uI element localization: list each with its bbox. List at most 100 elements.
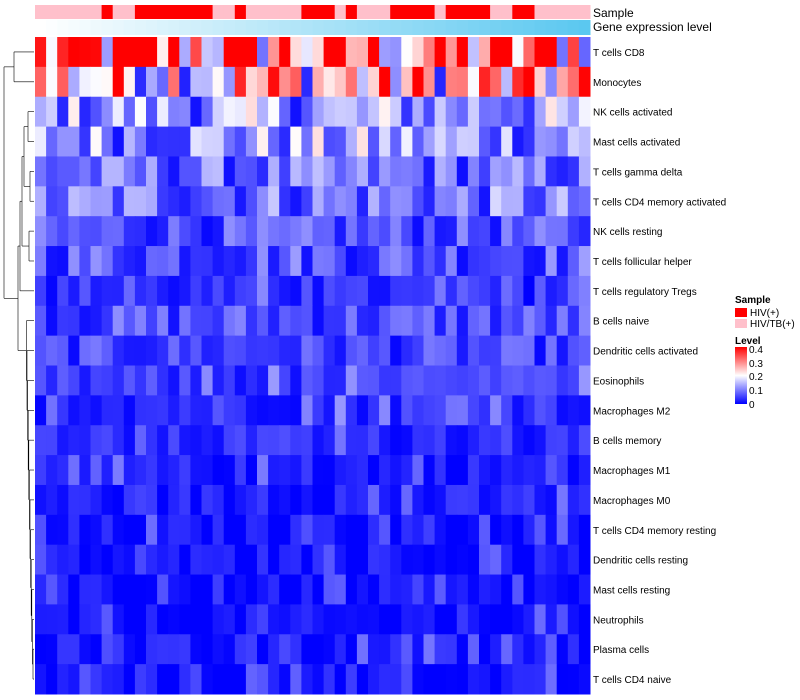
heatmap-cell bbox=[79, 37, 91, 68]
heatmap-cell bbox=[479, 37, 491, 68]
heatmap-cell bbox=[90, 514, 103, 546]
heatmap-cell bbox=[578, 156, 591, 187]
heatmap-cell bbox=[168, 664, 180, 695]
heatmap-cell bbox=[479, 335, 491, 366]
heatmap-cell bbox=[334, 37, 347, 68]
heatmap-cell bbox=[257, 604, 269, 635]
heatmap-cell bbox=[379, 216, 391, 247]
gene-annotation-cell bbox=[412, 20, 424, 35]
sample-annotation-cell bbox=[101, 5, 114, 19]
heatmap-cell bbox=[479, 275, 491, 307]
heatmap-cell bbox=[412, 425, 424, 456]
heatmap-cell bbox=[401, 544, 413, 576]
heatmap-cell bbox=[68, 66, 80, 98]
heatmap-cell bbox=[445, 126, 458, 157]
heatmap-cell bbox=[523, 484, 535, 516]
heatmap-cell bbox=[434, 246, 447, 277]
sample-annotation-cell bbox=[79, 5, 91, 19]
heatmap-cell bbox=[412, 664, 424, 695]
heatmap-cell bbox=[190, 216, 202, 247]
heatmap-cell bbox=[101, 96, 114, 128]
heatmap-cell bbox=[379, 305, 391, 337]
legend-sample-title: Sample bbox=[735, 295, 771, 306]
heatmap-cell bbox=[179, 514, 191, 546]
heatmap-cell bbox=[390, 395, 402, 426]
heatmap-cell bbox=[512, 574, 524, 605]
heatmap-cell bbox=[556, 425, 569, 456]
heatmap-cell bbox=[545, 66, 558, 98]
heatmap-cell bbox=[334, 305, 347, 337]
heatmap-cell bbox=[456, 664, 469, 695]
heatmap-cell bbox=[123, 634, 136, 665]
heatmap-cell bbox=[234, 664, 247, 695]
heatmap-cell bbox=[79, 604, 91, 635]
heatmap-cell bbox=[567, 305, 580, 337]
heatmap-cell bbox=[301, 484, 313, 516]
row-label: T cells regulatory Tregs bbox=[593, 287, 697, 298]
heatmap-cell bbox=[201, 216, 214, 247]
heatmap-cell bbox=[501, 395, 513, 426]
heatmap-cell bbox=[290, 365, 302, 396]
heatmap-cell bbox=[567, 275, 580, 307]
heatmap-cell bbox=[334, 246, 347, 277]
heatmap-cell bbox=[123, 365, 136, 396]
heatmap-cell bbox=[245, 604, 258, 635]
heatmap-cell bbox=[567, 604, 580, 635]
gene-annotation-cell bbox=[301, 20, 313, 35]
heatmap-cell bbox=[201, 514, 214, 546]
heatmap-cell bbox=[534, 514, 547, 546]
heatmap-cell bbox=[423, 126, 436, 157]
heatmap-cell bbox=[79, 305, 91, 337]
gene-annotation-cell bbox=[401, 20, 413, 35]
heatmap-cell bbox=[212, 246, 225, 277]
sample-annotation-cell bbox=[179, 5, 191, 19]
heatmap-cell bbox=[79, 275, 91, 307]
heatmap-cell bbox=[323, 544, 336, 576]
heatmap-cell bbox=[345, 634, 358, 665]
heatmap-cell bbox=[467, 126, 480, 157]
heatmap-cell bbox=[179, 37, 191, 68]
heatmap-cell bbox=[379, 395, 391, 426]
heatmap-cell bbox=[301, 96, 313, 128]
sample-annotation-cell bbox=[523, 5, 535, 19]
heatmap-cell bbox=[190, 484, 202, 516]
sample-annotation-cell bbox=[578, 5, 591, 19]
sample-annotation-cell bbox=[479, 5, 491, 19]
heatmap-cell bbox=[556, 484, 569, 516]
heatmap-cell bbox=[168, 604, 180, 635]
heatmap-cell bbox=[201, 395, 214, 426]
heatmap-cell bbox=[312, 664, 325, 695]
heatmap-cell bbox=[134, 604, 147, 635]
heatmap-cell bbox=[523, 305, 535, 337]
heatmap-cell bbox=[479, 246, 491, 277]
heatmap-cell bbox=[545, 574, 558, 605]
heatmap-cell bbox=[545, 216, 558, 247]
sample-annotation-cell bbox=[345, 5, 358, 19]
heatmap-cell bbox=[479, 216, 491, 247]
heatmap-cell bbox=[157, 455, 169, 486]
heatmap-cell bbox=[423, 37, 436, 68]
heatmap-cell bbox=[323, 275, 336, 307]
heatmap-cell bbox=[412, 484, 424, 516]
heatmap-cell bbox=[268, 544, 280, 576]
gene-annotation-cell bbox=[578, 20, 591, 35]
heatmap-cell bbox=[456, 66, 469, 98]
heatmap-cell bbox=[123, 126, 136, 157]
heatmap-cell bbox=[401, 425, 413, 456]
sample-annotation-cell bbox=[456, 5, 469, 19]
heatmap-cell bbox=[323, 37, 336, 68]
gene-annotation-cell bbox=[423, 20, 436, 35]
heatmap-cell bbox=[290, 275, 302, 307]
heatmap-cell bbox=[290, 664, 302, 695]
heatmap-cell bbox=[190, 37, 202, 68]
heatmap-cell bbox=[523, 275, 535, 307]
heatmap-cell bbox=[334, 186, 347, 217]
heatmap-cell bbox=[512, 305, 524, 337]
heatmap-cell bbox=[401, 96, 413, 128]
heatmap-cell bbox=[257, 455, 269, 486]
heatmap-cell bbox=[401, 335, 413, 366]
heatmap-cell bbox=[534, 275, 547, 307]
sample-annotation-cell bbox=[279, 5, 291, 19]
heatmap-cell bbox=[301, 186, 313, 217]
heatmap-cell bbox=[101, 156, 114, 187]
